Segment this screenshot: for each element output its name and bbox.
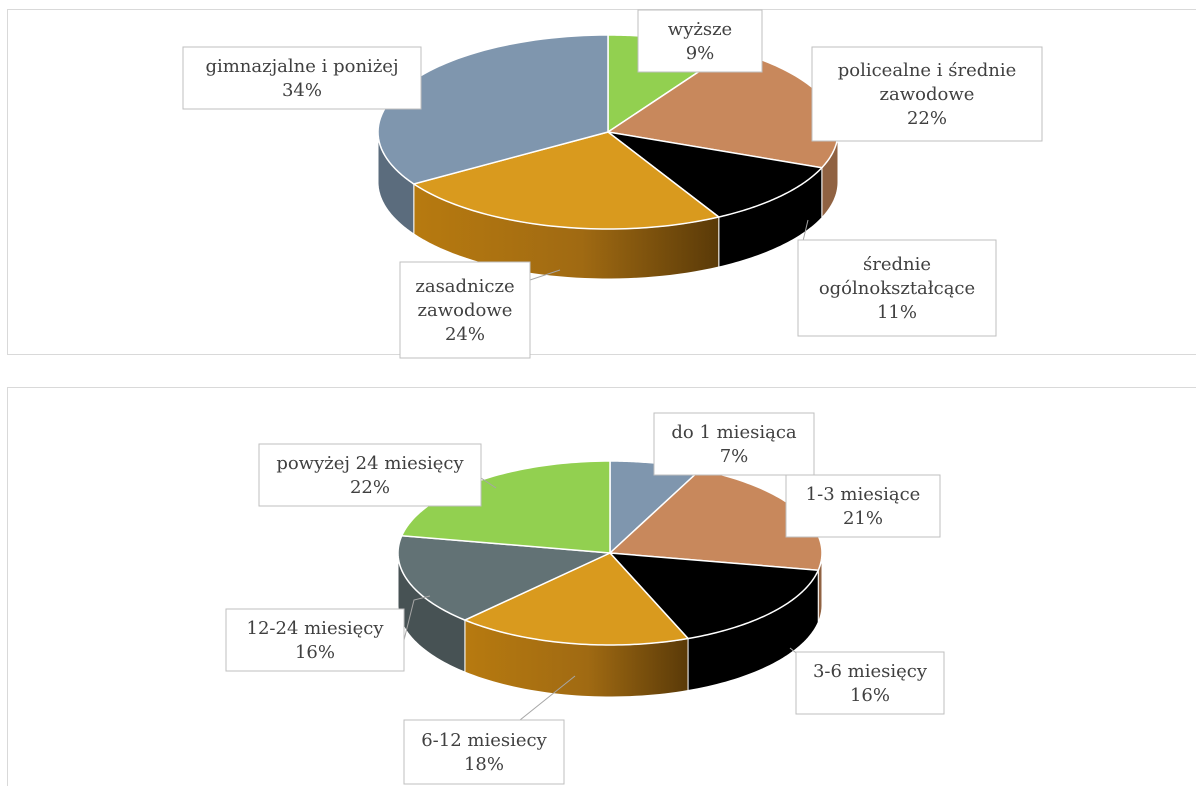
category-label: do 1 miesiąca — [671, 422, 797, 443]
category-label: ogólnokształcące — [819, 278, 975, 299]
percent-label: 16% — [295, 642, 335, 663]
data-label-1-3-miesiace: 1-3 miesiące 21% — [785, 474, 941, 538]
percent-label: 22% — [350, 477, 390, 498]
data-label-box — [637, 9, 763, 73]
category-label: powyżej 24 miesięcy — [276, 453, 464, 474]
chart-education: wyższe 9% policealne i średnie zawodowe 22% ś… — [182, 9, 1043, 359]
data-label-box — [795, 651, 945, 715]
pie-slice-12-24-miesiecy — [397, 534, 613, 621]
data-label-policealne-i-srednie-zawodowe: policealne i średnie zawodowe 22% — [811, 46, 1043, 142]
leader-line — [480, 477, 497, 489]
data-label-wyzsze: wyższe 9% — [637, 9, 763, 73]
data-label-box — [399, 261, 531, 359]
data-label-box — [797, 239, 997, 337]
leader-line — [519, 675, 576, 721]
category-label: średnie — [863, 254, 931, 275]
percent-label: 24% — [445, 324, 485, 345]
percent-label: 34% — [282, 80, 322, 101]
category-label: gimnazjalne i poniżej — [205, 56, 398, 77]
data-labels: wyższe 9% policealne i średnie zawodowe 22% ś… — [182, 9, 1043, 359]
chart-unemployment-duration: do 1 miesiąca 7% 1-3 miesiące 21% 3-6 miesię… — [225, 412, 945, 785]
data-label-box — [403, 719, 565, 785]
category-label: zasadnicze — [415, 276, 514, 297]
percent-label: 16% — [850, 685, 890, 706]
pie-slice-3-6-miesiecy — [608, 552, 820, 640]
data-label-box — [785, 474, 941, 538]
category-label: 1-3 miesiące — [806, 484, 921, 505]
category-label: 12-24 miesięcy — [247, 618, 385, 639]
category-label: policealne i średnie — [838, 60, 1017, 81]
data-label-srednie-ogolnoksztalcace: średnie ogólnokształcące 11% — [797, 219, 997, 337]
pie-slice-zasadnicze-zawodowe — [411, 131, 721, 230]
data-labels: do 1 miesiąca 7% 1-3 miesiące 21% 3-6 miesię… — [225, 412, 945, 785]
pie-top — [377, 34, 839, 230]
percent-label: 21% — [843, 508, 883, 529]
pie-slice-6-12-miesiecy — [462, 552, 690, 646]
data-label-3-6-miesiecy: 3-6 miesięcy 16% — [789, 647, 945, 715]
leader-line — [529, 269, 561, 281]
data-label-12-24-miesiecy: 12-24 miesięcy 16% — [225, 595, 431, 672]
pie-sides — [397, 552, 823, 698]
category-label: 6-12 miesiecy — [421, 730, 547, 751]
percent-label: 22% — [907, 108, 947, 129]
leader-line — [403, 595, 431, 641]
data-label-box — [225, 608, 405, 672]
data-label-zasadnicze-zawodowe: zasadnicze zawodowe 24% — [399, 261, 561, 359]
data-label-box — [258, 443, 482, 507]
category-label: wyższe — [668, 19, 732, 40]
data-label-6-12-miesiecy: 6-12 miesiecy 18% — [403, 675, 576, 785]
category-label: zawodowe — [418, 300, 513, 321]
percent-label: 18% — [464, 754, 504, 775]
data-label-do-1-miesiaca: do 1 miesiąca 7% — [653, 412, 815, 476]
data-label-powyzej-24-miesiecy: powyżej 24 miesięcy 22% — [258, 443, 497, 507]
percent-label: 7% — [720, 446, 749, 467]
data-label-box — [653, 412, 815, 476]
percent-label: 11% — [877, 302, 917, 323]
category-label: 3-6 miesięcy — [813, 661, 928, 682]
data-label-box — [811, 46, 1043, 142]
data-label-gimnazjalne-i-ponizej: gimnazjalne i poniżej 34% — [182, 46, 422, 110]
pie-slice-srednie-ogolnoksztalcace — [607, 131, 824, 218]
percent-label: 9% — [686, 43, 715, 64]
category-label: zawodowe — [880, 84, 975, 105]
data-label-box — [182, 46, 422, 110]
